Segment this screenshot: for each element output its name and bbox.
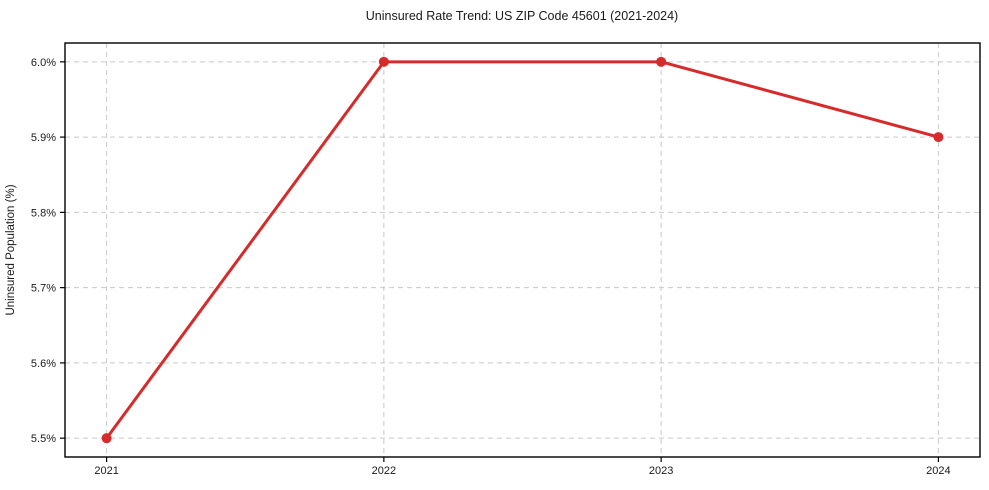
x-tick-label: 2023 bbox=[649, 465, 673, 477]
chart-title: Uninsured Rate Trend: US ZIP Code 45601 … bbox=[366, 9, 678, 23]
y-tick-label: 6.0% bbox=[31, 57, 56, 69]
axis-ticks bbox=[60, 61, 940, 462]
x-tick-label: 2021 bbox=[94, 465, 118, 477]
y-tick-label: 5.9% bbox=[31, 132, 56, 144]
y-tick-label: 5.7% bbox=[31, 283, 56, 295]
data-point-marker bbox=[378, 56, 389, 67]
y-tick-label: 5.6% bbox=[31, 358, 56, 370]
plot-border bbox=[64, 42, 981, 458]
y-tick-label: 5.8% bbox=[31, 207, 56, 219]
plot-frame bbox=[64, 42, 981, 458]
x-tick-label: 2024 bbox=[926, 465, 950, 477]
data-point-marker bbox=[101, 433, 112, 444]
trend-line-series bbox=[101, 56, 944, 444]
x-tick-label: 2022 bbox=[372, 465, 396, 477]
gridlines bbox=[65, 43, 980, 457]
y-tick-label: 5.5% bbox=[31, 433, 56, 445]
tick-labels: 5.5% 5.6% 5.7% 5.8% 5.9% 6.0% 2021 2022 2023 2024 bbox=[31, 57, 951, 477]
y-axis-label: Uninsured Population (%) bbox=[5, 184, 17, 315]
data-point-marker bbox=[656, 56, 667, 67]
data-point-marker bbox=[933, 132, 944, 143]
trend-line bbox=[105, 60, 940, 440]
